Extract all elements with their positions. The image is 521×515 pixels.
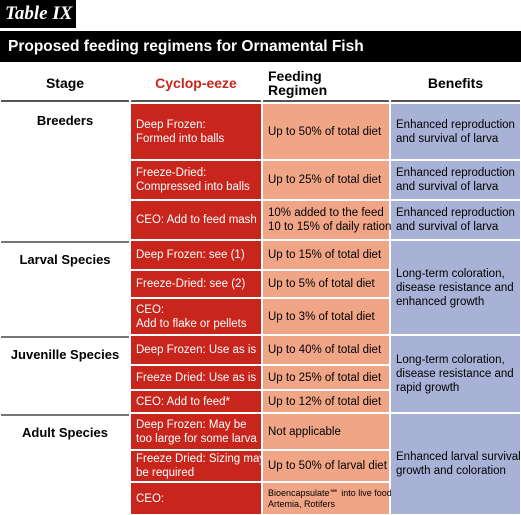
regimen-cell: Up to 5% of total diet bbox=[263, 271, 389, 297]
cell-line: Freeze-Dried: bbox=[136, 167, 207, 179]
regimen-cell: Not applicable bbox=[263, 414, 389, 449]
cell-line: CEO: bbox=[136, 303, 165, 316]
cell-line: Up to 25% of total diet bbox=[268, 371, 382, 384]
cyclop-cell: Freeze Dried: Use as is bbox=[131, 366, 261, 389]
cell-line: Enhanced larval survival, bbox=[396, 451, 521, 463]
cell-line: Formed into balls bbox=[136, 132, 225, 145]
cell-line: Deep Frozen: Use as is bbox=[136, 344, 257, 356]
cell-line: CEO: bbox=[136, 492, 165, 505]
cell-line: Freeze-Dried: see (2) bbox=[136, 278, 246, 290]
cell-line: Artemia, Rotifers bbox=[268, 498, 336, 509]
stage-cell: Breeders bbox=[1, 104, 129, 239]
cell-line: and survival of larva bbox=[396, 181, 499, 193]
cell-line: 10% added to the feed bbox=[268, 207, 384, 219]
cell-line: Freeze Dried: Use as is bbox=[136, 371, 257, 384]
benefits-cell: Enhanced larval survival, growth and colo… bbox=[391, 414, 521, 514]
cell-line: Deep Frozen: bbox=[136, 118, 206, 131]
cell-line: CEO: Add to feed* bbox=[136, 395, 230, 408]
benefits-cell: Long-term coloration, disease resistance … bbox=[391, 336, 520, 412]
cell-line: Bioencapsulate℠ into live food; bbox=[268, 487, 395, 498]
cell-line: CEO: Add to feed mash bbox=[136, 214, 257, 226]
regimen-cell: 10% added to the feed 10 to 15% of daily … bbox=[263, 201, 392, 239]
cell-line: Not applicable bbox=[268, 425, 341, 438]
cell-line: and survival of larva bbox=[396, 221, 499, 233]
cyclop-cell: CEO: Add to flake or pellets bbox=[131, 299, 261, 334]
cyclop-cell: Deep Frozen: May be too large for some la… bbox=[131, 414, 261, 449]
cell-line: Up to 3% of total diet bbox=[268, 310, 375, 323]
cell-line: Up to 50% of total diet bbox=[268, 125, 382, 138]
cyclop-cell: Deep Frozen: Formed into balls bbox=[131, 104, 261, 159]
cyclop-cell: Deep Frozen: see (1) bbox=[131, 241, 261, 269]
cell-line: Long-term coloration, bbox=[396, 267, 505, 280]
regimen-cell: Up to 40% of total diet bbox=[263, 336, 389, 364]
cell-line: Deep Frozen: May be bbox=[136, 418, 247, 431]
cell-line: too large for some larva bbox=[136, 432, 257, 445]
cell-line: enhanced growth bbox=[396, 295, 485, 308]
benefits-cell: Long-term coloration, disease resistance … bbox=[391, 241, 520, 334]
cell-line: Enhanced reproduction bbox=[396, 167, 515, 179]
cell-line: Long-term coloration, bbox=[396, 354, 505, 366]
cell-line: and survival of larva bbox=[396, 132, 499, 145]
cyclop-cell: Freeze Dried: Sizing may be required bbox=[131, 451, 266, 481]
cyclop-cell: Freeze-Dried: see (2) bbox=[131, 271, 261, 297]
benefits-cell: Enhanced reproduction and survival of lar… bbox=[391, 161, 520, 199]
column-header: Cyclop-eeze bbox=[131, 65, 261, 102]
cell-line: Up to 40% of total diet bbox=[268, 344, 382, 356]
cell-line: disease resistance and bbox=[396, 368, 514, 380]
cell-line: Up to 50% of larval diet bbox=[268, 460, 387, 472]
column-header: Feeding Regimen bbox=[263, 65, 389, 102]
cell-line: Up to 15% of total diet bbox=[268, 249, 382, 261]
stage-cell: Adult Species bbox=[1, 414, 129, 514]
cyclop-cell: CEO: Add to feed mash bbox=[131, 201, 261, 239]
stage-cell: Larval Species bbox=[1, 241, 129, 334]
regimen-cell: Bioencapsulate℠ into live food; Artemia, … bbox=[263, 483, 395, 514]
cell-line: 10 to 15% of daily ration bbox=[268, 221, 392, 233]
cell-line: growth and coloration bbox=[396, 465, 506, 477]
cell-line: Add to flake or pellets bbox=[136, 317, 247, 330]
benefits-cell: Enhanced reproduction and survival of lar… bbox=[391, 104, 520, 159]
table-title: Proposed feeding regimens for Ornamental… bbox=[0, 31, 521, 62]
regimen-cell: Up to 25% of total diet bbox=[263, 366, 389, 389]
cyclop-cell: Freeze-Dried: Compressed into balls bbox=[131, 161, 261, 199]
cell-line: Enhanced reproduction bbox=[396, 207, 515, 219]
cell-line: rapid growth bbox=[396, 382, 460, 394]
cell-line: Enhanced reproduction bbox=[396, 118, 515, 131]
cell-line: Up to 25% of total diet bbox=[268, 174, 382, 186]
cyclop-cell: CEO: bbox=[131, 483, 261, 514]
column-header: Benefits bbox=[391, 65, 520, 102]
stage-cell: Juvenille Species bbox=[1, 336, 129, 412]
cell-line: Deep Frozen: see (1) bbox=[136, 249, 245, 261]
cell-line: Up to 12% of total diet bbox=[268, 395, 382, 408]
table-label: Table IX bbox=[0, 0, 76, 28]
benefits-cell: Enhanced reproduction and survival of lar… bbox=[391, 201, 520, 239]
cyclop-cell: CEO: Add to feed* bbox=[131, 391, 261, 412]
cell-line: Up to 5% of total diet bbox=[268, 278, 375, 290]
regimen-cell: Up to 50% of total diet bbox=[263, 104, 389, 159]
regimen-cell: Up to 3% of total diet bbox=[263, 299, 389, 334]
regimen-cell: Up to 12% of total diet bbox=[263, 391, 389, 412]
regimen-cell: Up to 15% of total diet bbox=[263, 241, 389, 269]
regimen-cell: Up to 25% of total diet bbox=[263, 161, 389, 199]
cell-line: disease resistance and bbox=[396, 281, 514, 294]
cyclop-cell: Deep Frozen: Use as is bbox=[131, 336, 261, 364]
cell-line: Compressed into balls bbox=[136, 181, 250, 193]
regimen-cell: Up to 50% of larval diet bbox=[263, 451, 389, 481]
column-header: Stage bbox=[1, 65, 129, 102]
cell-line: Freeze Dried: Sizing may bbox=[136, 453, 266, 465]
cell-line: be required bbox=[136, 467, 195, 479]
